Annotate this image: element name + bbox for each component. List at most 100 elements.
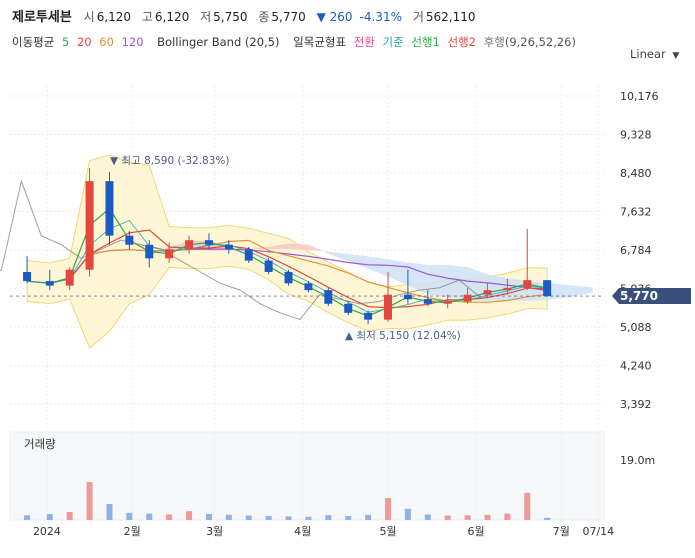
open-label: 시	[83, 10, 95, 24]
ma60-line	[27, 239, 548, 303]
ichimoku-cloud-segment	[348, 253, 369, 269]
candle-body	[125, 235, 134, 245]
candle-body	[364, 312, 373, 320]
volume-axis-tick: 19.0m	[620, 454, 655, 467]
scale-mode-label: Linear	[630, 47, 666, 61]
span2-legend[interactable]: 선행2	[447, 35, 476, 49]
candle	[324, 287, 333, 307]
volume-bar	[265, 516, 272, 520]
ichimoku-cloud-segment	[407, 262, 428, 295]
lagging-legend[interactable]: 후행	[483, 35, 505, 49]
price-axis: 10,1769,3288,4807,6326,7845,9365,0884,24…	[620, 90, 659, 411]
change-percent: -4.31%	[359, 10, 402, 24]
candle	[125, 231, 134, 250]
candle	[185, 235, 194, 254]
candlestick-series	[23, 168, 552, 325]
candle-body	[503, 287, 512, 291]
bollinger-band-area	[26, 154, 548, 350]
candle	[403, 269, 412, 304]
volume-bar	[205, 514, 212, 520]
price-badge-shape	[612, 288, 691, 304]
volume-bar	[524, 492, 531, 520]
candle-body	[403, 294, 412, 300]
volume-bar	[365, 514, 372, 520]
candle-body	[443, 301, 452, 304]
volume-bar	[186, 511, 193, 520]
candle	[145, 240, 154, 268]
candle-body	[344, 303, 353, 313]
scale-mode-button[interactable]: Linear ▼	[630, 47, 679, 61]
overlay-bands	[26, 154, 593, 350]
span1-legend[interactable]: 선행1	[411, 35, 440, 49]
price-tick-label: 7,632	[620, 206, 652, 219]
volume-bar	[126, 512, 133, 520]
low-label: 저	[200, 10, 212, 24]
ichimoku-cloud-segment	[368, 256, 388, 277]
candle	[384, 271, 392, 322]
volume-bar	[345, 516, 352, 520]
open-value: 6,120	[96, 10, 132, 24]
time-tick-label: 2024	[33, 525, 61, 538]
ichimoku-cloud-segment	[467, 267, 488, 302]
candle-body	[105, 181, 114, 236]
tenkan-legend[interactable]: 전환	[353, 35, 375, 49]
candle	[45, 269, 54, 291]
bollinger-legend[interactable]: Bollinger Band (20,5)	[157, 35, 280, 49]
candle	[65, 267, 74, 291]
volume-bars	[24, 482, 551, 520]
high-annotation: ▼ 최고 8,590 (-32.83%)	[110, 155, 230, 167]
chevron-down-icon: ▼	[672, 51, 680, 61]
price-badge-text: 5,770	[620, 289, 658, 303]
ma-label[interactable]: 이동평균	[12, 35, 55, 49]
price-tick-label: 5,088	[620, 321, 652, 334]
candle-body	[463, 294, 472, 302]
ma5-legend[interactable]: 5	[61, 35, 70, 49]
candle-body	[384, 294, 392, 320]
low-value: 5,750	[213, 10, 248, 24]
candle	[364, 310, 373, 325]
candle	[204, 233, 213, 250]
price-tick-label: 10,176	[620, 90, 659, 103]
ma20-legend[interactable]: 20	[76, 35, 92, 49]
lagging-line	[0, 179, 480, 321]
volume-bar	[484, 514, 491, 520]
ichimoku-cloud-segment	[447, 265, 468, 300]
ichimoku-cloud-segment	[427, 264, 448, 298]
volume-bar	[245, 515, 252, 520]
high-value: 6,120	[154, 10, 190, 24]
price-tick-label: 4,240	[620, 360, 652, 373]
candle	[443, 294, 452, 309]
ichimoku-label[interactable]: 일목균형표	[293, 35, 347, 49]
candle	[304, 281, 313, 293]
quote-header: 제로투세븐 시 6,120 고 6,120 저 5,750 종 5,770 ▼ 260-…	[12, 6, 482, 25]
ma60-legend[interactable]: 60	[99, 35, 114, 49]
time-tick-label: 2월	[124, 525, 141, 538]
volume-bar	[385, 498, 391, 520]
volume-bar	[24, 515, 31, 520]
volume-panel-title: 거래량	[24, 437, 56, 451]
volume-bar	[86, 482, 93, 520]
candle-body	[523, 280, 532, 288]
current-price-badge: 5,770	[612, 288, 691, 304]
high-label: 고	[141, 10, 153, 24]
ma120-legend[interactable]: 120	[121, 35, 144, 49]
candle	[463, 287, 472, 304]
time-axis: 2024 2월 3월 4월 5월 6월 7월 07/14	[33, 525, 614, 538]
kijun-legend[interactable]: 기준	[382, 35, 404, 49]
low-annotation: ▲ 최저 5,150 (12.04%)	[345, 330, 461, 342]
candle	[503, 278, 512, 295]
volume-bar	[404, 508, 411, 520]
candle-body	[264, 260, 273, 272]
volume-bar	[106, 504, 113, 520]
ichimoku-cloud-segment	[547, 282, 570, 300]
candle-body	[204, 240, 213, 245]
ichimoku-cloud-segment	[328, 251, 349, 262]
candle	[224, 240, 233, 254]
volume-bar	[66, 512, 73, 520]
volume-bar	[225, 514, 232, 520]
time-tick-label: 4월	[294, 525, 311, 538]
price-tick-label: 6,784	[620, 244, 652, 257]
candle-body	[65, 269, 74, 286]
candle	[85, 168, 94, 277]
